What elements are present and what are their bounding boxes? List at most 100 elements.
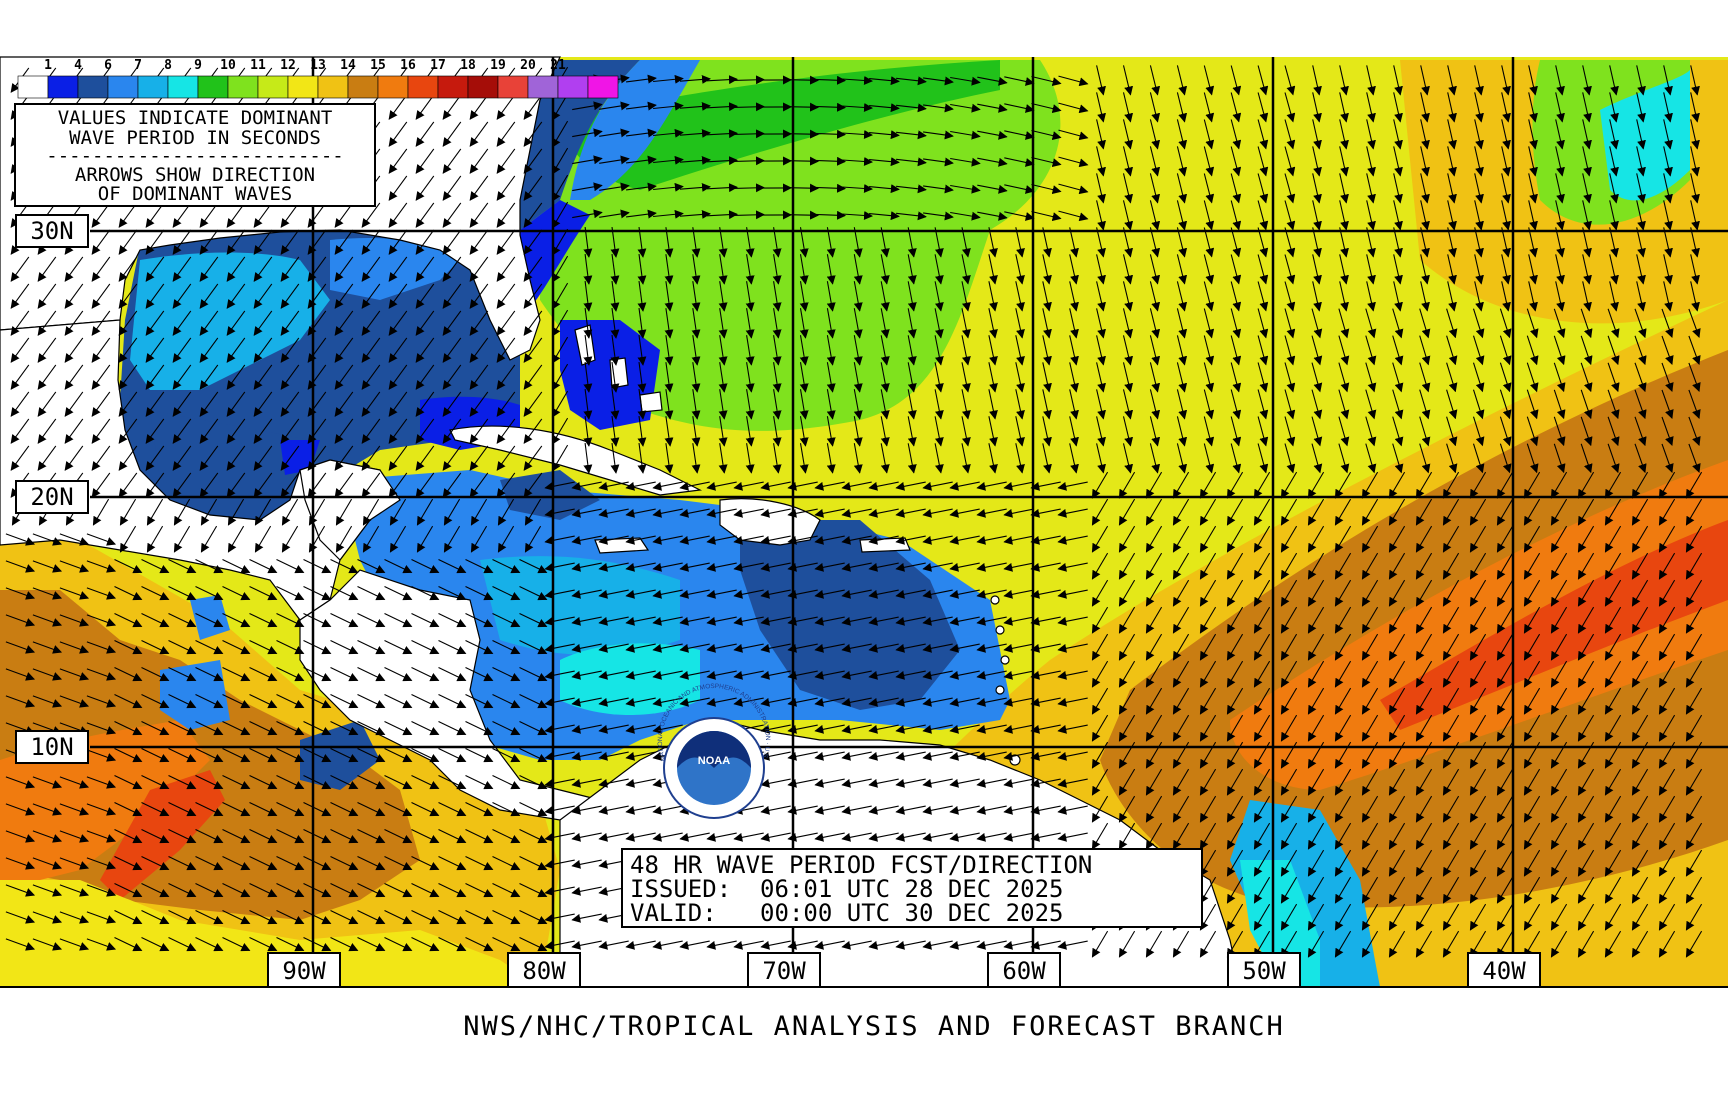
direction-arrow <box>977 184 1008 194</box>
direction-arrow <box>91 283 111 309</box>
direction-arrow <box>1582 227 1592 258</box>
direction-arrow <box>814 75 846 85</box>
direction-arrow <box>1688 335 1701 366</box>
direction-arrow <box>599 155 630 165</box>
direction-arrow <box>1582 65 1592 96</box>
direction-arrow <box>1230 227 1242 258</box>
direction-arrow <box>799 281 809 312</box>
direction-arrow <box>1582 92 1592 123</box>
direction-arrow <box>199 229 219 255</box>
direction-arrow <box>226 337 246 363</box>
direction-arrow <box>718 335 728 366</box>
direction-arrow <box>706 129 738 139</box>
direction-arrow <box>1176 146 1188 177</box>
direction-arrow <box>307 229 327 255</box>
direction-arrow <box>1004 103 1035 113</box>
direction-arrow <box>1420 119 1430 150</box>
colorbar-tick-label: 14 <box>340 58 356 73</box>
direction-arrow <box>37 364 57 390</box>
direction-arrow <box>1582 254 1592 285</box>
footer-credit: NWS/NHC/TROPICAL ANALYSIS AND FORECAST B… <box>463 1011 1285 1042</box>
direction-arrow <box>388 175 408 201</box>
direction-arrow <box>118 256 138 282</box>
direction-arrow <box>799 254 809 285</box>
colorbar-swatch <box>347 75 379 99</box>
direction-arrow <box>1528 119 1538 150</box>
direction-arrow <box>145 256 165 282</box>
direction-arrow <box>253 364 273 390</box>
direction-arrow <box>1553 308 1566 339</box>
direction-arrow <box>1636 92 1646 123</box>
direction-arrow <box>1312 254 1322 285</box>
direction-arrow <box>664 362 674 393</box>
direction-arrow <box>733 156 765 166</box>
direction-arrow <box>37 310 57 336</box>
direction-arrow <box>583 308 593 339</box>
direction-arrow <box>334 310 354 336</box>
direction-arrow <box>1149 308 1161 339</box>
direction-arrow <box>1582 146 1592 177</box>
direction-arrow <box>610 362 620 393</box>
direction-arrow <box>1230 308 1242 339</box>
direction-arrow <box>118 229 138 255</box>
colorbar-tick-label: 18 <box>460 58 476 73</box>
forecast-valid: VALID: 00:00 UTC 30 DEC 2025 <box>630 899 1063 927</box>
direction-arrow <box>1501 65 1511 96</box>
direction-arrow <box>1501 173 1511 204</box>
direction-arrow <box>988 308 998 339</box>
direction-arrow <box>664 335 674 366</box>
direction-arrow <box>388 94 408 120</box>
direction-arrow <box>1122 119 1134 150</box>
period-colorbar: 1 4 6 7 8 9 10 11 12 13 14 15 16 17 18 19 20 21 <box>17 58 619 99</box>
direction-arrow <box>1636 200 1646 231</box>
colorbar-swatch <box>497 75 529 99</box>
direction-arrow <box>1312 92 1322 123</box>
direction-arrow <box>664 308 674 339</box>
direction-arrow <box>199 364 219 390</box>
direction-arrow <box>388 121 408 147</box>
direction-arrow <box>1663 146 1673 177</box>
direction-arrow <box>1690 254 1700 285</box>
direction-arrow <box>469 229 489 255</box>
direction-arrow <box>841 129 873 139</box>
direction-arrow <box>1149 200 1161 231</box>
direction-arrow <box>1528 281 1538 312</box>
colorbar-swatch <box>227 75 259 99</box>
direction-arrow <box>653 101 684 111</box>
direction-arrow <box>523 256 543 282</box>
direction-arrow <box>826 335 836 366</box>
direction-arrow <box>1582 173 1592 204</box>
direction-arrow <box>733 75 765 85</box>
direction-arrow <box>1004 157 1035 167</box>
direction-arrow <box>1149 173 1161 204</box>
direction-arrow <box>551 309 569 337</box>
direction-arrow <box>733 183 765 193</box>
direction-arrow <box>523 94 543 120</box>
direction-arrow <box>388 256 408 282</box>
colorbar-tick-label: 11 <box>250 58 266 73</box>
direction-arrow <box>1176 308 1188 339</box>
direction-arrow <box>1366 146 1376 177</box>
direction-arrow <box>869 211 900 221</box>
direction-arrow <box>415 94 435 120</box>
direction-arrow <box>523 310 543 336</box>
direction-arrow <box>1284 173 1296 204</box>
direction-arrow <box>961 335 971 366</box>
direction-arrow <box>1393 200 1403 231</box>
direction-arrow <box>1339 227 1349 258</box>
direction-arrow <box>37 283 57 309</box>
direction-arrow <box>1312 200 1322 231</box>
direction-arrow <box>1555 119 1565 150</box>
direction-arrow <box>572 101 603 111</box>
direction-arrow <box>1058 156 1089 168</box>
direction-arrow <box>1058 183 1089 195</box>
direction-arrow <box>1149 335 1161 366</box>
direction-arrow <box>1230 200 1242 231</box>
direction-arrow <box>961 308 971 339</box>
direction-arrow <box>442 283 462 309</box>
direction-arrow <box>1501 92 1511 123</box>
direction-arrow <box>1257 65 1269 96</box>
direction-arrow <box>415 229 435 255</box>
direction-arrow <box>691 362 701 393</box>
direction-arrow <box>988 335 998 366</box>
